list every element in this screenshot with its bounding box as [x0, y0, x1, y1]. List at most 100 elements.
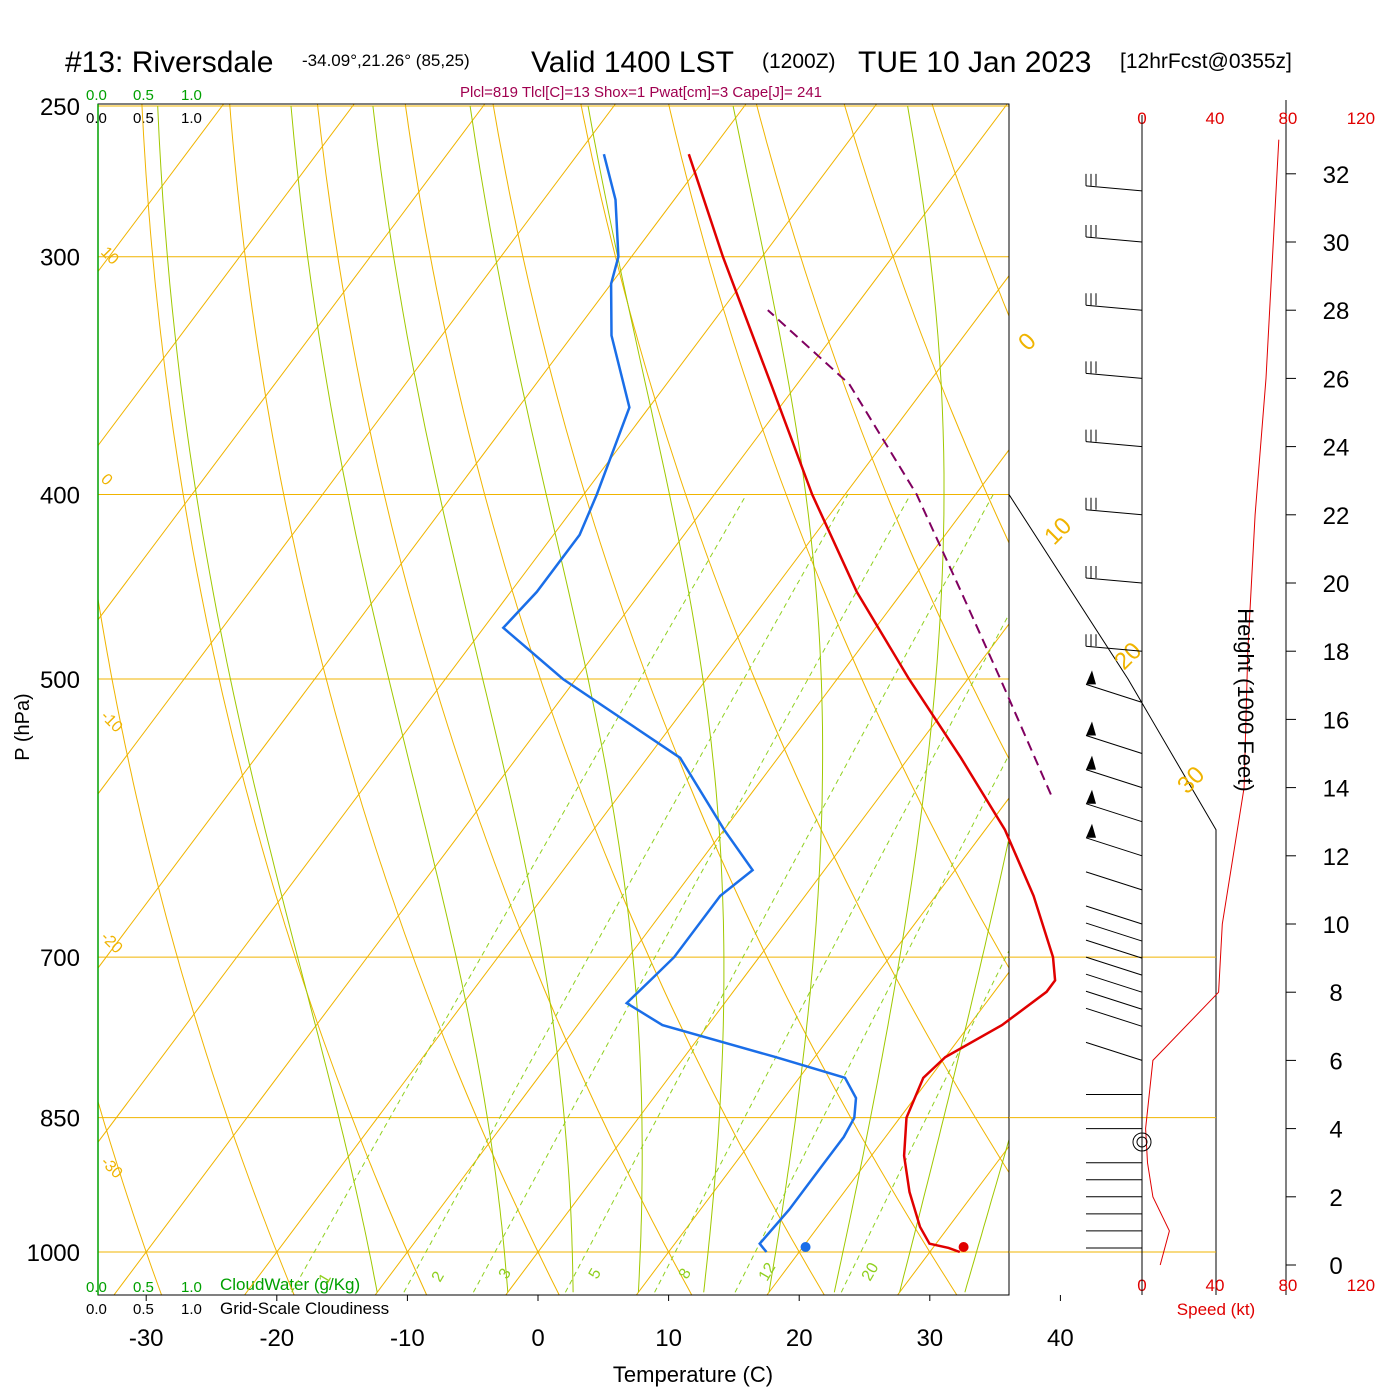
wind-barb	[1085, 509, 1143, 516]
wind-barb	[1085, 973, 1143, 993]
mixing-ratio-line	[564, 494, 994, 1293]
dry-adiabat-line	[98, 596, 295, 1295]
height-tick-label: 28	[1323, 298, 1350, 325]
mixing-ratio-line	[734, 753, 1009, 1293]
isotherm-line	[98, 104, 616, 795]
dry-adiabat-line	[755, 104, 1009, 760]
speed-tick-label: 80	[1278, 1276, 1297, 1295]
isotherm-line	[244, 274, 1009, 1295]
height-tick-label: 12	[1323, 844, 1350, 871]
lcl-marker-inner	[1136, 1136, 1148, 1148]
cloudwater-tick-top-0: 0.0	[86, 87, 107, 104]
isotherm-line	[897, 1145, 1009, 1295]
wind-barb	[1085, 372, 1143, 379]
wind-barb-pennant	[1086, 721, 1096, 736]
wind-barb	[1085, 577, 1143, 584]
dry-adiabat-line	[316, 104, 693, 1295]
moist-adiabat-line	[899, 836, 1009, 1293]
isotherm-label: 10	[97, 244, 122, 269]
station-coords: -34.09°,21.26° (85,25)	[302, 51, 470, 70]
cloudwater-tick-1: 0.5	[133, 1279, 154, 1296]
isotherm-line	[98, 104, 486, 621]
adiabat-label: 30	[1172, 761, 1210, 799]
cloudiness-tick-2: 1.0	[181, 1301, 202, 1318]
isotherm-line	[113, 104, 1008, 1295]
isotherm-label: -10	[97, 708, 125, 736]
height-tick-label: 30	[1323, 230, 1350, 257]
mixing-ratio-label: 2	[429, 1269, 448, 1285]
wind-barb	[1085, 922, 1143, 942]
mixing-ratio-label: 20	[859, 1260, 883, 1284]
plot-frame	[97, 103, 1217, 1296]
wind-barb	[1085, 683, 1143, 703]
dry-adiabat-line	[1366, 94, 1400, 1302]
wind-barb	[1085, 871, 1143, 891]
x-tick-label: -10	[390, 1325, 425, 1352]
wind-barb	[1085, 645, 1143, 652]
moist-adiabat-line	[833, 105, 945, 1293]
adiabat-label: 20	[1109, 637, 1147, 675]
x-tick-label: 0	[531, 1325, 544, 1352]
isotherm-line	[505, 623, 1009, 1295]
lcl-marker	[1132, 1132, 1152, 1152]
speed-tick-label: 80	[1278, 109, 1297, 128]
pressure-tick-label: 400	[40, 483, 80, 510]
isotherm-label: -20	[97, 929, 125, 957]
height-tick-label: 4	[1329, 1117, 1342, 1144]
wind-barb-pennant	[1086, 823, 1096, 838]
wind-barb	[1085, 990, 1143, 1010]
stability-indices: Plcl=819 Tlcl[C]=13 Shox=1 Pwat[cm]=3 Ca…	[460, 84, 822, 101]
isotherm-line	[98, 104, 355, 447]
wind-barb-pennant	[1086, 755, 1096, 770]
dry-adiabat-line	[404, 104, 825, 1295]
pressure-tick-label: 700	[40, 945, 80, 972]
wind-speed-line	[1145, 139, 1280, 1266]
upper-frame-diagonal	[1008, 494, 1217, 1295]
isotherm-line	[766, 971, 1009, 1295]
x-tick-label: -20	[259, 1325, 294, 1352]
height-tick-label: 26	[1323, 366, 1350, 393]
wind-barb	[1085, 939, 1143, 959]
mixing-ratio-line	[472, 494, 911, 1293]
wind-barb	[1085, 1041, 1143, 1061]
cloudiness-tick-top-0: 0.0	[86, 110, 107, 127]
wind-barb	[1085, 956, 1143, 976]
pressure-tick-label: 850	[40, 1106, 80, 1133]
pressure-tick-label: 500	[40, 667, 80, 694]
moist-adiabat-line	[587, 105, 725, 1293]
height-tick-label: 24	[1323, 435, 1350, 462]
wind-barb	[1085, 441, 1143, 448]
y-axis-title: P (hPa)	[12, 693, 34, 760]
surface-dewpoint-marker	[800, 1242, 811, 1252]
moist-adiabat-line	[372, 105, 574, 1293]
cloudwater-tick-top-2: 1.0	[181, 87, 202, 104]
wind-barb	[1085, 1007, 1143, 1027]
cloudwater-tick-top-1: 0.5	[133, 87, 154, 104]
height-tick-label: 22	[1323, 503, 1350, 530]
height-tick-label: 6	[1329, 1048, 1342, 1075]
axes: 1 2 3 5 8 12 2001020302503004005007008501000-3…	[27, 94, 1211, 1352]
moist-adiabat-line	[469, 105, 643, 1293]
zulu-time: (1200Z)	[762, 50, 836, 73]
cloudiness-tick-0: 0.0	[86, 1301, 107, 1318]
height-tick-label: 0	[1329, 1253, 1342, 1280]
cloud-legend-bottom: 0.0 0.5 1.0 CloudWater (g/Kg) 0.0 0.5 1.…	[86, 1275, 389, 1318]
mixing-ratio-line	[403, 494, 849, 1293]
height-tick-label: 10	[1323, 912, 1350, 939]
dry-adiabat-line	[668, 104, 1009, 969]
height-tick-label: 14	[1323, 776, 1350, 803]
wind-barb	[1085, 803, 1143, 823]
sounding-series	[501, 153, 1057, 1254]
wind-barb-pennant	[1086, 789, 1096, 804]
dry-adiabat-line	[229, 104, 560, 1295]
wind-barb	[1085, 769, 1143, 789]
forecast-label: [12hrFcst@0355z]	[1120, 50, 1292, 73]
isotherm-line	[98, 104, 877, 1143]
speed-axis-title: Speed (kt)	[1177, 1300, 1255, 1319]
height-tick-label: 18	[1323, 639, 1350, 666]
mixing-ratio-label: 8	[676, 1266, 695, 1282]
dewpoint-line	[501, 153, 858, 1253]
pressure-tick-label: 1000	[27, 1240, 80, 1267]
height-tick-label: 20	[1323, 571, 1350, 598]
